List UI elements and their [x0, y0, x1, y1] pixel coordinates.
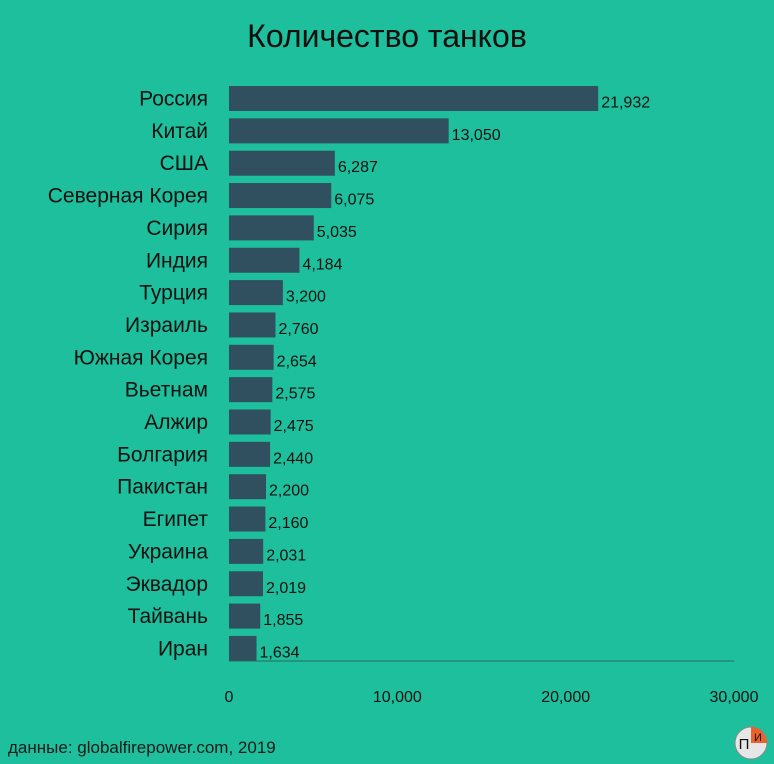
value-label: 2,760	[278, 321, 318, 338]
value-label: 21,932	[601, 95, 650, 112]
value-label: 6,287	[338, 159, 378, 176]
category-label: Алжир	[144, 411, 208, 434]
value-label: 2,475	[274, 418, 314, 435]
source-note: данные: globalfirepower.com, 2019	[8, 738, 276, 757]
bar	[229, 635, 257, 661]
bar	[229, 377, 273, 403]
bar	[229, 506, 266, 532]
category-label: Китай	[151, 120, 208, 143]
category-label: Вьетнам	[125, 379, 208, 402]
value-label: 3,200	[286, 289, 326, 306]
category-label: Южная Корея	[74, 346, 208, 369]
bar	[229, 150, 335, 176]
category-label: Пакистан	[117, 476, 208, 499]
category-label: Иран	[158, 637, 208, 660]
bar	[229, 538, 264, 564]
bar	[229, 86, 599, 111]
category-label: Турция	[139, 282, 208, 305]
category-label: Индия	[146, 249, 208, 272]
category-label: Эквадор	[126, 573, 209, 596]
bar	[229, 183, 332, 209]
bar	[229, 215, 314, 241]
value-label: 2,160	[268, 515, 308, 532]
value-label: 2,654	[277, 353, 317, 370]
x-tick-label: 0	[225, 689, 234, 706]
category-label: Тайвань	[128, 605, 208, 628]
bar	[229, 118, 449, 144]
value-label: 2,031	[266, 547, 306, 564]
bar	[229, 441, 271, 467]
bar	[229, 312, 276, 338]
category-label: Израиль	[125, 314, 208, 337]
x-tick-label: 20,000	[541, 689, 590, 706]
category-label: Северная Корея	[48, 185, 208, 208]
category-label: Сирия	[146, 217, 208, 240]
logo-icon: П И	[734, 726, 768, 760]
category-label: США	[160, 152, 208, 175]
chart-title: Количество танков	[247, 18, 527, 54]
value-label: 4,184	[302, 256, 342, 273]
category-label: Болгария	[117, 443, 208, 466]
bar	[229, 571, 263, 597]
bar	[229, 344, 274, 370]
logo-letter-left: П	[739, 736, 750, 753]
category-label: Египет	[143, 508, 209, 531]
value-label: 2,019	[266, 580, 306, 597]
logo-letter-right: И	[754, 732, 762, 744]
x-tick-label: 10,000	[373, 689, 422, 706]
value-label: 1,634	[260, 644, 300, 661]
category-label: Украина	[128, 540, 208, 563]
bars-layer: Россия 21,932 Китай 13,050 США 6,287 Северная …	[48, 86, 650, 661]
bar	[229, 603, 261, 629]
bar	[229, 474, 267, 500]
value-label: 2,575	[275, 386, 315, 403]
value-label: 2,440	[273, 450, 313, 467]
category-label: Россия	[139, 88, 208, 111]
bar	[229, 247, 300, 273]
bar	[229, 280, 283, 306]
value-label: 1,855	[263, 612, 303, 629]
x-tick-label: 30,000	[710, 689, 759, 706]
value-label: 13,050	[452, 127, 501, 144]
bar	[229, 409, 271, 435]
value-label: 5,035	[317, 224, 357, 241]
value-label: 2,200	[269, 483, 309, 500]
value-label: 6,075	[334, 192, 374, 209]
